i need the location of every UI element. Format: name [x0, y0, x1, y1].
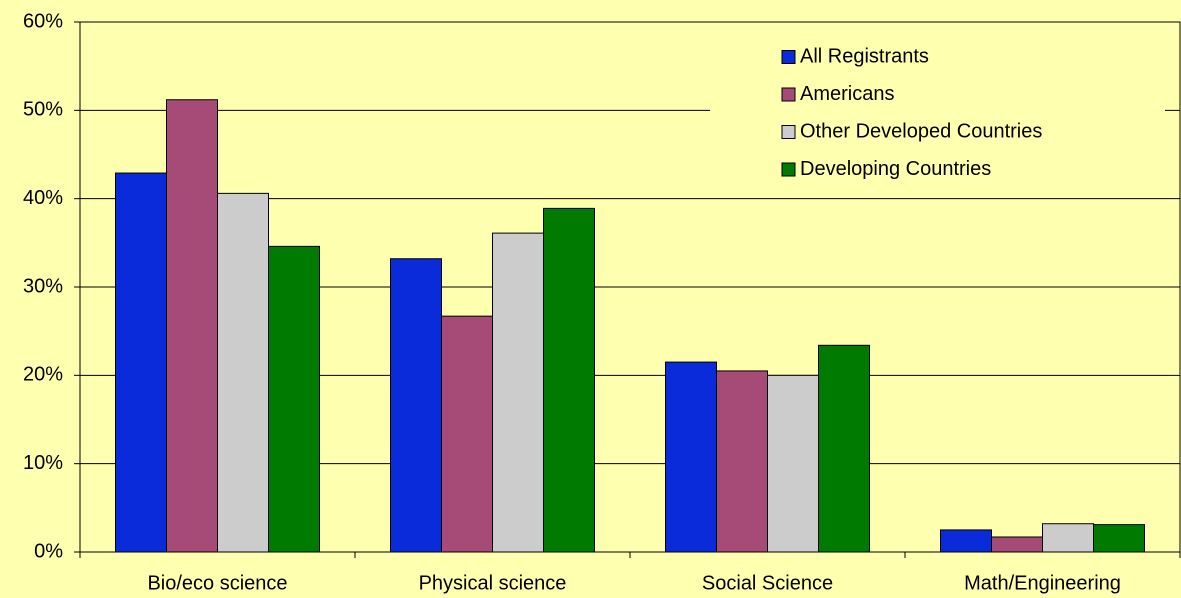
- bar: [1093, 524, 1145, 553]
- x-tick-label: Math/Engineering: [964, 572, 1121, 594]
- legend-swatch: [781, 87, 796, 102]
- bar: [991, 536, 1043, 553]
- legend-label: Americans: [800, 83, 894, 105]
- bar: [441, 315, 493, 553]
- bar: [390, 258, 442, 553]
- legend-label: All Registrants: [800, 45, 929, 67]
- bar: [818, 344, 870, 553]
- bar: [268, 245, 320, 553]
- y-tick-label: 50%: [23, 99, 63, 121]
- legend-swatch: [781, 162, 796, 177]
- bar: [767, 374, 819, 553]
- y-tick-label: 40%: [23, 187, 63, 209]
- bar: [543, 207, 595, 553]
- bar: [716, 370, 768, 553]
- y-tick-label: 20%: [23, 364, 63, 386]
- bar: [492, 232, 544, 553]
- bar: [665, 361, 717, 553]
- y-tick-label: 60%: [23, 10, 63, 32]
- y-tick-label: 30%: [23, 275, 63, 297]
- bar: [940, 529, 992, 553]
- legend-label: Developing Countries: [800, 158, 991, 180]
- x-tick-label: Bio/eco science: [147, 572, 287, 594]
- legend-swatch: [781, 50, 796, 64]
- bar: [115, 172, 167, 553]
- x-tick-label: Physical science: [419, 572, 567, 594]
- x-tick-label: Social Science: [702, 572, 833, 594]
- bar: [1042, 523, 1094, 553]
- legend-label: Other Developed Countries: [800, 120, 1042, 142]
- bar: [166, 99, 218, 553]
- y-tick-label: 10%: [23, 452, 63, 474]
- legend-swatch: [781, 125, 796, 139]
- bar: [217, 192, 269, 553]
- y-tick-label: 0%: [34, 540, 63, 562]
